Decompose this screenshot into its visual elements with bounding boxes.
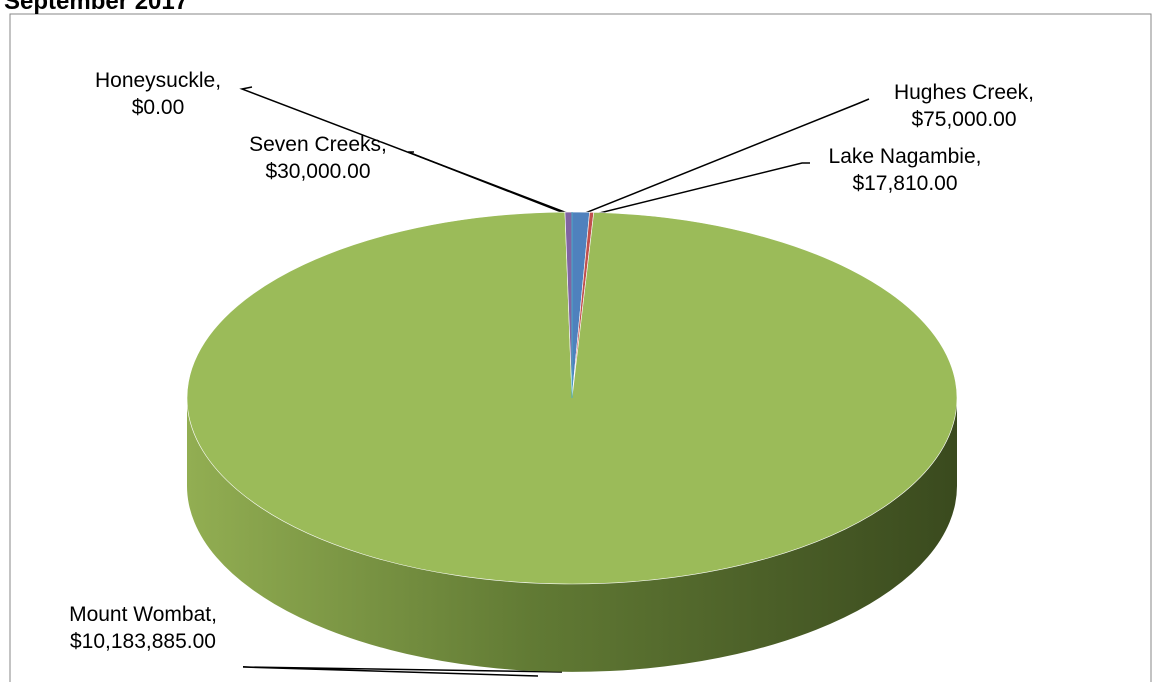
leader-line-honeysuckle xyxy=(239,86,573,216)
data-label-lake-nagambie: Lake Nagambie, $17,810.00 xyxy=(829,145,982,195)
data-label-mount-wombat: Mount Wombat, $10,183,885.00 xyxy=(69,603,217,653)
chart-title: September 2017 xyxy=(4,0,189,15)
leader-line-mount-wombat xyxy=(242,666,563,677)
data-label-seven-creeks: Seven Creeks, $30,000.00 xyxy=(249,133,387,183)
pie-slice-mount-wombat xyxy=(186,211,958,585)
leader-line-hughes-creek xyxy=(580,98,870,216)
leader-line-lake-nagambie xyxy=(591,162,810,216)
chart-border xyxy=(9,13,1152,682)
data-label-hughes-creek: Hughes Creek, $75,000.00 xyxy=(894,81,1034,131)
pie-side-mount-wombat xyxy=(187,398,957,672)
data-label-honeysuckle: Honeysuckle, $0.00 xyxy=(95,69,221,119)
